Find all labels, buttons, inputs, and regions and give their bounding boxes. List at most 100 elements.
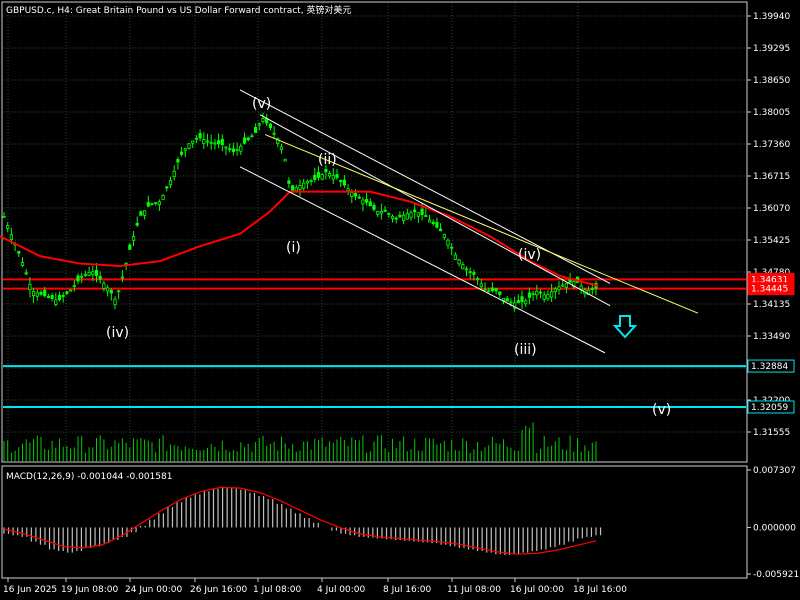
candle-body: [50, 295, 54, 299]
candle-body: [287, 180, 291, 184]
candle-body: [520, 296, 524, 303]
candle-body: [535, 290, 539, 296]
time-axis: 16 Jun 2025 19 Jun 08:00 24 Jun 00:00 26 Ju…: [3, 578, 627, 595]
candle-body: [461, 264, 465, 270]
candle-body: [331, 175, 335, 180]
candle-body: [579, 285, 583, 290]
volume-bars: [3, 422, 597, 461]
candle-body: [117, 290, 121, 293]
macd-tick-label: 0.007307: [753, 466, 796, 476]
macd-title: MACD(12,26,9) -0.001044 -0.001581: [6, 472, 172, 482]
candle-body: [427, 219, 432, 223]
candle-body: [302, 182, 306, 189]
candle-body: [379, 211, 384, 214]
candle-body: [527, 292, 532, 298]
time-tick-label: 16 Jul 00:00: [510, 585, 564, 595]
candle-body: [24, 272, 28, 275]
candle-body: [327, 173, 332, 177]
price-tick-label: 1.33490: [753, 332, 790, 342]
candle-body: [142, 210, 147, 216]
chart-title: GBPUSD.c, H4: Great Britain Pound vs US …: [6, 4, 351, 16]
candle-body: [46, 296, 51, 298]
candle-body: [298, 185, 302, 190]
channel-line-3: [264, 134, 699, 314]
candle-body: [17, 251, 21, 254]
price-tick-label: 1.31555: [753, 428, 790, 438]
candle-body: [487, 290, 491, 293]
candle-body: [524, 300, 528, 305]
candle-body: [135, 222, 139, 226]
candle-body: [479, 283, 483, 287]
channel-line-2: [239, 166, 606, 354]
candle-body: [124, 262, 128, 265]
candle-body: [106, 287, 110, 292]
macd-tick-label: -0.005921: [753, 570, 799, 580]
candle-body: [113, 298, 117, 305]
candle-body: [231, 148, 235, 152]
candle-body: [220, 138, 224, 146]
wave-label-ii: (ii): [318, 152, 337, 168]
candle-body: [442, 234, 446, 238]
price-levels[interactable]: [3, 278, 746, 408]
candle-body: [538, 291, 543, 294]
candle-body: [83, 273, 87, 276]
candle-body: [564, 282, 569, 288]
candle-body: [572, 281, 576, 288]
candle-body: [283, 158, 287, 162]
time-tick-label: 11 Jul 08:00: [447, 585, 501, 595]
candle-body: [357, 196, 361, 199]
price-tag-s2: 1.32059: [751, 403, 788, 413]
candle-body: [28, 284, 32, 290]
candle-body: [305, 180, 310, 184]
candle-body: [239, 145, 243, 152]
candle-body: [6, 225, 10, 229]
price-tick-label: 1.38650: [753, 76, 790, 86]
price-tag-box-r2: [747, 282, 795, 296]
price-tick-label: 1.34135: [753, 300, 790, 310]
macd-signal-line: [3, 486, 597, 555]
price-tick-label: 1.38005: [753, 108, 790, 118]
candle-body: [61, 294, 65, 297]
trend-channel-lines[interactable]: [239, 89, 699, 354]
candle-body: [246, 137, 250, 141]
candle-body: [353, 193, 358, 197]
price-tick-label: 1.35425: [753, 236, 790, 246]
candle-body: [194, 137, 198, 140]
time-tick-label: 26 Jun 16:00: [190, 585, 247, 595]
candle-body: [350, 192, 354, 197]
candle-body: [313, 174, 317, 180]
candle-body: [216, 140, 221, 145]
candle-body: [2, 216, 6, 218]
candle-body: [76, 275, 80, 282]
candle-body: [9, 234, 13, 240]
candle-body: [516, 300, 520, 304]
candle-body: [65, 291, 69, 294]
candle-body: [35, 292, 39, 297]
candle-body: [276, 138, 280, 144]
candle-body: [435, 221, 439, 228]
candle-body: [80, 275, 84, 278]
candle-body: [413, 209, 417, 213]
candle-body: [32, 291, 36, 297]
candle-body: [39, 292, 43, 295]
candle-body: [542, 294, 546, 300]
wave-label-v-target: (v): [652, 402, 671, 418]
candle-body: [398, 214, 402, 218]
candle-body: [179, 151, 184, 155]
price-tick-label: 1.39940: [753, 12, 790, 22]
candle-body: [168, 180, 173, 186]
candle-body: [475, 277, 480, 280]
time-tick-label: 19 Jun 08:00: [61, 585, 118, 595]
time-tick-label: 18 Jul 16:00: [573, 585, 627, 595]
candle-body: [157, 201, 161, 206]
candle-body: [43, 289, 47, 297]
candle-body: [342, 179, 347, 186]
candle-body: [550, 291, 554, 298]
macd-axis: 0.007307 0.000000 -0.005921: [747, 466, 799, 580]
candle-body: [309, 180, 313, 182]
candlesticks: [2, 112, 598, 312]
candle-body: [424, 215, 428, 217]
